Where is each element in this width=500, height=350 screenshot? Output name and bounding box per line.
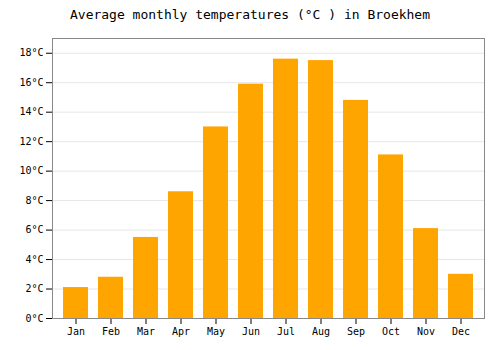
svg-text:8°C: 8°C — [25, 195, 43, 206]
svg-text:Jan: Jan — [67, 326, 85, 337]
svg-text:6°C: 6°C — [25, 224, 43, 235]
svg-text:Mar: Mar — [137, 326, 155, 337]
svg-text:Jun: Jun — [242, 326, 260, 337]
svg-text:18°C: 18°C — [19, 47, 43, 58]
svg-text:0°C: 0°C — [25, 313, 43, 324]
svg-text:Oct: Oct — [382, 326, 400, 337]
html-text:Average monthly temperatures (: Average monthly temperatures (°C ) in Br… — [70, 7, 430, 22]
svg-text:10°C: 10°C — [19, 165, 43, 176]
svg-text:Apr: Apr — [172, 326, 190, 337]
svg-text:Sep: Sep — [347, 326, 365, 337]
svg-text:Dec: Dec — [452, 326, 470, 337]
svg-text:May: May — [207, 326, 225, 337]
svg-text:12°C: 12°C — [19, 136, 43, 147]
svg-text:Feb: Feb — [102, 326, 120, 337]
svg-text:Aug: Aug — [312, 326, 330, 337]
svg-text:Nov: Nov — [417, 326, 435, 337]
svg-text:4°C: 4°C — [25, 254, 43, 265]
svg-text:16°C: 16°C — [19, 77, 43, 88]
svg-text:14°C: 14°C — [19, 106, 43, 117]
svg-text:2°C: 2°C — [25, 283, 43, 294]
svg-text:Jul: Jul — [277, 326, 295, 337]
